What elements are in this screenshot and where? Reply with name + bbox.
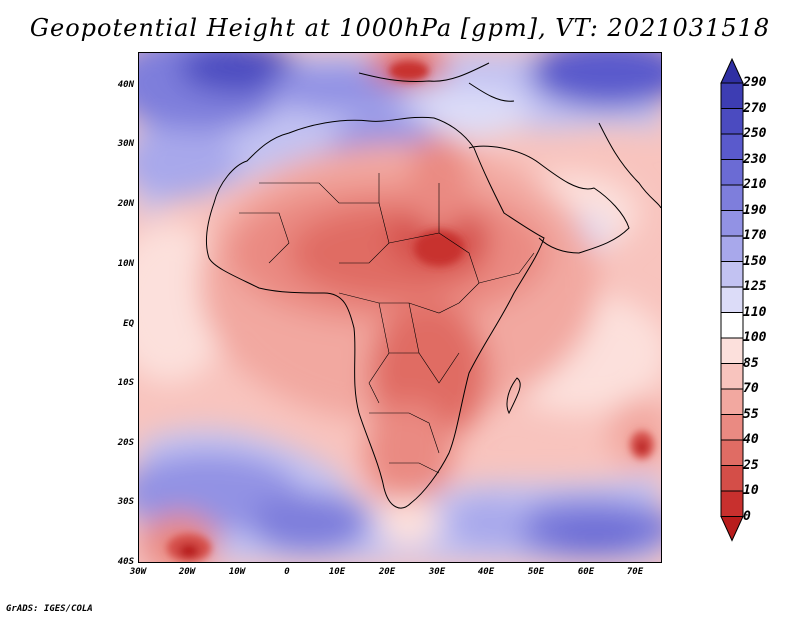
lon-label: 40E <box>477 567 495 577</box>
colorbar-label: 290 <box>743 75 767 90</box>
colorbar-label: 125 <box>743 279 767 294</box>
colorbar-segment <box>720 159 744 186</box>
lat-label: 20N <box>117 199 134 209</box>
lat-label: 10N <box>117 259 134 269</box>
colorbar-label: 55 <box>743 406 759 422</box>
colorbar-label: 270 <box>743 100 767 116</box>
colorbar-segment <box>720 210 744 237</box>
field-cores <box>167 61 654 562</box>
coastlines <box>206 62 661 509</box>
colorbar-segment <box>720 82 744 109</box>
colorbar-segment <box>720 465 744 492</box>
colorbar-segment <box>720 108 744 135</box>
colorbar-label: 10 <box>743 483 759 498</box>
colorbar-label: 70 <box>743 381 759 396</box>
colorbar-top-arrow <box>720 58 744 84</box>
map-panel <box>138 52 662 563</box>
colorbar <box>720 58 744 542</box>
colorbar-segment <box>720 235 744 262</box>
colorbar-label: 40 <box>743 432 759 447</box>
lon-label: 50E <box>527 567 545 577</box>
lon-label: 0 <box>284 567 290 577</box>
lon-label: 60E <box>577 567 595 577</box>
lon-label: 10E <box>328 567 346 577</box>
colorbar-segment <box>720 414 744 441</box>
colorbar-segment <box>720 363 744 390</box>
colorbar-segment <box>720 388 744 415</box>
colorbar-label: 150 <box>743 253 767 269</box>
chart-title: Geopotential Height at 1000hPa [gpm], VT… <box>29 14 771 42</box>
colorbar-segment <box>720 286 744 313</box>
lon-label: 30E <box>428 567 446 577</box>
lat-label: EQ <box>123 319 134 329</box>
colorbar-label: 25 <box>743 457 759 473</box>
colorbar-segment <box>720 312 744 339</box>
lat-label: 30N <box>117 139 134 149</box>
colorbar-label: 170 <box>743 228 767 243</box>
colorbar-segment <box>720 133 744 160</box>
lon-label: 10W <box>228 567 246 577</box>
colorbar-label: 100 <box>743 330 767 345</box>
lat-label: 20S <box>117 438 134 448</box>
lon-label: 20E <box>378 567 396 577</box>
colorbar-label: 190 <box>743 202 767 218</box>
lon-label: 70E <box>626 567 644 577</box>
lat-label: 10S <box>117 378 134 388</box>
colorbar-segment <box>720 490 744 517</box>
colorbar-segment <box>720 337 744 364</box>
lat-label: 40S <box>117 557 134 567</box>
lon-label: 20W <box>178 567 196 577</box>
colorbar-label: 0 <box>743 508 751 524</box>
map-canvas <box>139 53 661 562</box>
lon-label: 30W <box>129 567 147 577</box>
colorbar-label: 230 <box>743 151 767 167</box>
colorbar-segment <box>720 261 744 288</box>
colorbar-segment <box>720 184 744 211</box>
height-field <box>139 53 661 562</box>
colorbar-label: 210 <box>743 177 767 192</box>
colorbar-segment <box>720 439 744 466</box>
credit-text: GrADS: IGES/COLA <box>6 604 93 614</box>
colorbar-label: 250 <box>743 126 767 141</box>
colorbar-label: 110 <box>743 304 767 320</box>
lat-label: 30S <box>117 497 134 507</box>
lat-label: 40N <box>117 80 134 90</box>
country-borders <box>239 173 535 474</box>
colorbar-label: 85 <box>743 355 759 371</box>
colorbar-bottom-arrow <box>720 516 744 542</box>
